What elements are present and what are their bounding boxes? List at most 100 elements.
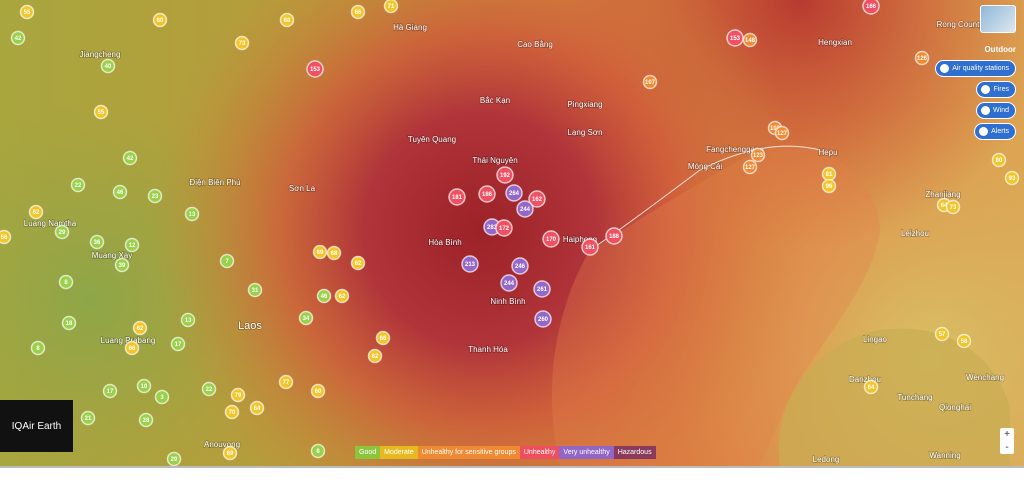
aqi-marker[interactable] <box>350 4 366 20</box>
aqi-marker[interactable] <box>147 188 163 204</box>
aqi-marker[interactable] <box>112 184 128 200</box>
aqi-marker[interactable] <box>222 445 238 461</box>
aqi-marker[interactable] <box>249 400 265 416</box>
aqi-marker[interactable] <box>0 229 12 245</box>
aqi-marker[interactable] <box>122 150 138 166</box>
aqi-marker[interactable] <box>956 333 972 349</box>
aqi-marker[interactable] <box>184 206 200 222</box>
aqi-value: 188 <box>609 234 620 240</box>
aqi-marker[interactable] <box>742 159 758 175</box>
aqi-marker[interactable] <box>945 199 961 215</box>
aqi-marker[interactable] <box>500 274 518 292</box>
aqi-marker[interactable] <box>310 443 326 459</box>
layer-thumbnail[interactable] <box>980 5 1016 33</box>
aqi-marker[interactable] <box>312 244 328 260</box>
aqi-marker[interactable] <box>991 152 1007 168</box>
aqi-marker[interactable] <box>114 257 130 273</box>
aqi-marker[interactable] <box>1004 170 1020 186</box>
aqi-marker[interactable] <box>642 74 658 90</box>
aqi-marker[interactable] <box>30 340 46 356</box>
aqi-marker[interactable] <box>100 58 116 74</box>
aqi-marker[interactable] <box>224 404 240 420</box>
aqi-marker[interactable] <box>862 0 880 15</box>
aqi-marker[interactable] <box>542 230 560 248</box>
aqi-marker[interactable] <box>170 336 186 352</box>
aqi-value: 12 <box>129 243 136 249</box>
aqi-marker[interactable] <box>316 288 332 304</box>
aqi-marker[interactable] <box>534 310 552 328</box>
aqi-marker[interactable] <box>279 12 295 28</box>
aqi-marker[interactable] <box>298 310 314 326</box>
aqi-marker[interactable] <box>605 227 623 245</box>
aqi-marker[interactable] <box>461 255 479 273</box>
aqi-marker[interactable] <box>28 204 44 220</box>
aqi-marker[interactable] <box>478 185 496 203</box>
logo[interactable]: IQAir Earth <box>0 400 73 452</box>
aqi-marker[interactable] <box>80 410 96 426</box>
coastline <box>589 145 821 251</box>
aqi-marker[interactable] <box>310 383 326 399</box>
layer-toggle[interactable]: Wind <box>976 102 1016 119</box>
aqi-value: 46 <box>117 190 124 196</box>
aqi-marker[interactable] <box>234 35 250 51</box>
aqi-marker[interactable] <box>278 374 294 390</box>
aqi-marker[interactable] <box>10 30 26 46</box>
aqi-marker[interactable] <box>516 200 534 218</box>
aqi-marker[interactable] <box>201 381 217 397</box>
aqi-marker[interactable] <box>152 12 168 28</box>
aqi-marker[interactable] <box>367 348 383 364</box>
aqi-marker[interactable] <box>511 257 529 275</box>
aqi-marker[interactable] <box>914 50 930 66</box>
aqi-marker[interactable] <box>136 378 152 394</box>
aqi-marker[interactable] <box>230 387 246 403</box>
aqi-marker[interactable] <box>533 280 551 298</box>
aqi-marker[interactable] <box>863 379 879 395</box>
zoom-in[interactable]: + <box>1004 429 1010 440</box>
layer-panel: Outdoor Air quality stations Fires Wind Ale… <box>935 45 1016 140</box>
aqi-marker[interactable] <box>247 282 263 298</box>
aqi-marker[interactable] <box>306 60 324 78</box>
aqi-marker[interactable] <box>495 219 513 237</box>
aqi-marker[interactable] <box>219 253 235 269</box>
aqi-marker[interactable] <box>154 389 170 405</box>
aqi-marker[interactable] <box>124 237 140 253</box>
aqi-marker[interactable] <box>581 238 599 256</box>
layer-toggle[interactable]: Alerts <box>974 123 1016 140</box>
aqi-marker[interactable] <box>350 255 366 271</box>
aqi-marker[interactable] <box>334 288 350 304</box>
aqi-value: 29 <box>171 457 178 463</box>
aqi-marker[interactable] <box>496 166 514 184</box>
aqi-marker[interactable] <box>528 190 546 208</box>
aqi-marker[interactable] <box>383 0 399 14</box>
layer-toggle[interactable]: Fires <box>976 81 1016 98</box>
map[interactable]: Hà Giang Cao Bằng Bắc Kạn Tuyên Quang Thái N… <box>0 0 1024 466</box>
aqi-marker[interactable] <box>505 184 523 202</box>
aqi-marker[interactable] <box>774 125 790 141</box>
zoom-out[interactable]: - <box>1005 442 1009 453</box>
aqi-marker[interactable] <box>124 340 140 356</box>
aqi-value: 23 <box>152 194 159 200</box>
aqi-marker[interactable] <box>934 326 950 342</box>
aqi-marker[interactable] <box>70 177 86 193</box>
aqi-marker[interactable] <box>742 32 758 48</box>
aqi-marker[interactable] <box>326 245 342 261</box>
aqi-marker[interactable] <box>750 147 766 163</box>
aqi-marker[interactable] <box>19 4 35 20</box>
aqi-value: 18 <box>66 321 73 327</box>
aqi-marker[interactable] <box>180 312 196 328</box>
aqi-marker[interactable] <box>448 188 466 206</box>
aqi-marker[interactable] <box>821 178 837 194</box>
place-label: Ledong <box>813 455 840 464</box>
aqi-marker[interactable] <box>54 224 70 240</box>
aqi-marker[interactable] <box>138 412 154 428</box>
aqi-marker[interactable] <box>375 330 391 346</box>
aqi-marker[interactable] <box>89 234 105 250</box>
aqi-marker[interactable] <box>58 274 74 290</box>
aqi-marker[interactable] <box>61 315 77 331</box>
aqi-marker[interactable] <box>102 383 118 399</box>
aqi-marker[interactable] <box>166 451 182 466</box>
aqi-marker[interactable] <box>726 29 744 47</box>
layer-toggle[interactable]: Air quality stations <box>935 60 1016 77</box>
aqi-marker[interactable] <box>93 104 109 120</box>
aqi-marker[interactable] <box>132 320 148 336</box>
